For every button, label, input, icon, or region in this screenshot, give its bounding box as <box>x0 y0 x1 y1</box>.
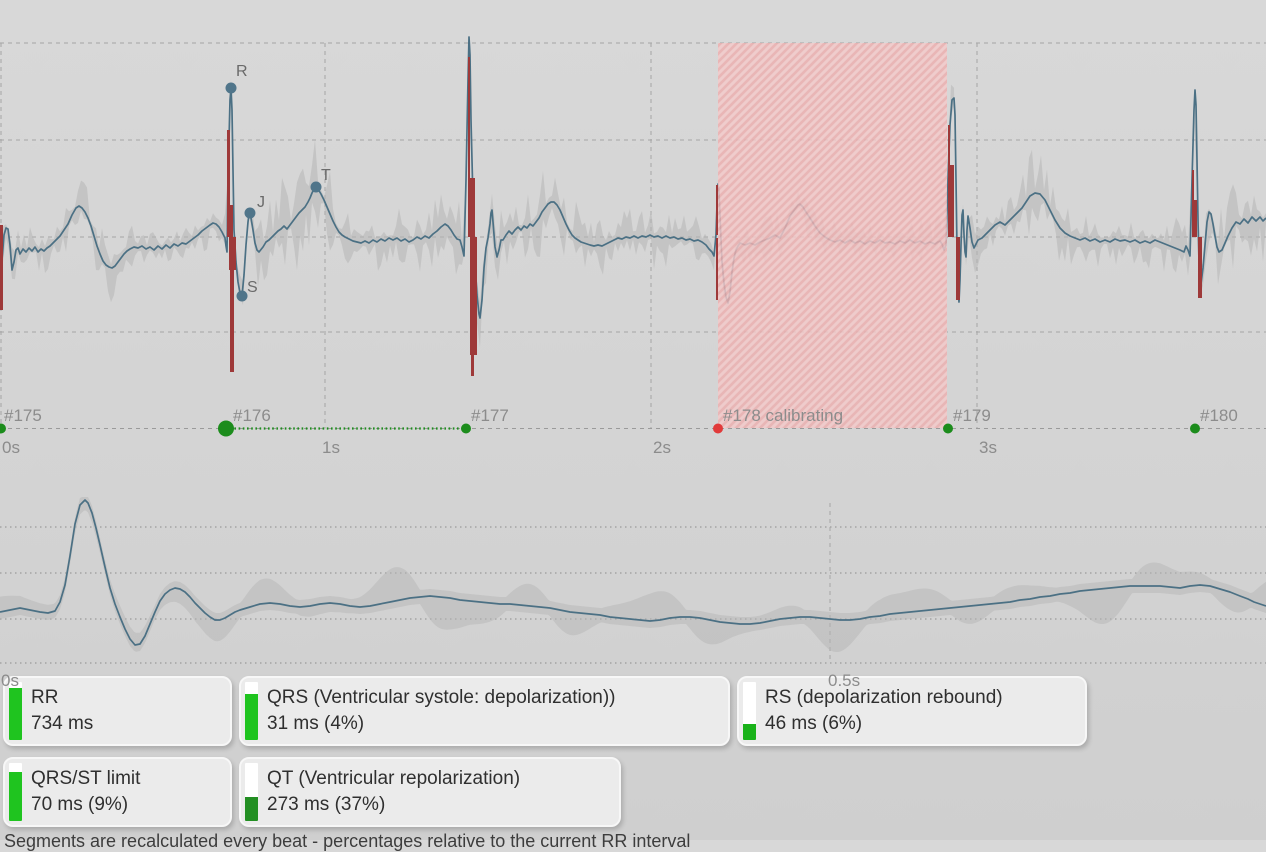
beat-label: #176 <box>233 406 271 425</box>
ecg-feature-point-r[interactable] <box>225 82 237 94</box>
qrs-energy-bar <box>716 185 718 235</box>
metric-card-qt[interactable]: QT (Ventricular repolarization) 273 ms (… <box>239 757 621 827</box>
beat-label: #180 <box>1200 406 1238 425</box>
qrs-st-label: QRS/ST limit <box>31 768 141 789</box>
beat-marker-dot[interactable] <box>461 423 471 434</box>
rr-label: RR <box>31 687 59 708</box>
rs-value: 46 ms (6%) <box>765 713 863 734</box>
trend-waveform <box>0 499 1266 646</box>
qrs-value: 31 ms (4%) <box>267 713 365 734</box>
ecg-feature-point-j[interactable] <box>244 207 256 219</box>
trend-envelope <box>0 497 1266 652</box>
ecg-feature-label: R <box>236 63 248 80</box>
beat-label: #178 calibrating <box>723 406 843 425</box>
beat-marker-dot[interactable] <box>218 420 234 437</box>
time-axis-label: 0s <box>2 438 20 457</box>
rs-label: RS (depolarization rebound) <box>765 687 1003 708</box>
qrs-energy-bar <box>956 237 960 300</box>
qrs-energy-bar <box>229 237 236 270</box>
qt-value: 273 ms (37%) <box>267 794 386 815</box>
ecg-waveform <box>0 36 1266 319</box>
beat-marker-dot[interactable] <box>1190 423 1200 434</box>
qt-label: QT (Ventricular repolarization) <box>267 768 521 789</box>
qrs-energy-bar <box>471 355 474 376</box>
beat-label: #177 <box>471 406 509 425</box>
ecg-feature-label: T <box>321 167 331 184</box>
metric-card-rs[interactable]: RS (depolarization rebound) 46 ms (6%) <box>737 676 1087 746</box>
qrs-energy-bar <box>230 268 234 372</box>
qrs-energy-bar <box>948 125 950 167</box>
qt-gauge-track <box>245 763 258 821</box>
rr-gauge-track <box>9 682 22 740</box>
qrs-energy-bar <box>227 130 230 207</box>
time-axis-label: 1s <box>322 438 340 457</box>
calibration-region <box>718 43 947 428</box>
qrs-energy-bar <box>468 178 475 237</box>
clipped-caption: Segments are recalculated every beat - p… <box>4 831 691 851</box>
ecg-feature-point-s[interactable] <box>236 290 248 302</box>
qrs-gauge-fill <box>245 693 258 740</box>
ecg-noise-envelope <box>0 71 1266 348</box>
ecg-feature-label: J <box>257 194 265 211</box>
beat-marker-dot[interactable] <box>713 423 723 434</box>
rr-gauge-fill <box>9 687 22 740</box>
metric-card-rr[interactable]: RR 734 ms <box>3 676 232 746</box>
qrs-label: QRS (Ventricular systole: depolarization… <box>267 687 616 708</box>
qrs-energy-bar <box>1192 200 1197 237</box>
beat-label: #179 <box>953 406 991 425</box>
beat-label: #175 <box>4 406 42 425</box>
qrs-energy-bar <box>227 205 233 237</box>
qrs-st-gauge-fill <box>9 772 22 821</box>
qrs-energy-bar <box>1192 170 1194 202</box>
qrs-st-value: 70 ms (9%) <box>31 794 129 815</box>
qrs-energy-bar <box>716 238 718 300</box>
time-axis-label: 3s <box>979 438 997 457</box>
beat-marker-dot[interactable] <box>0 423 6 434</box>
qrs-energy-bar <box>1198 237 1202 298</box>
metric-card-qrs[interactable]: QRS (Ventricular systole: depolarization… <box>239 676 730 746</box>
rs-gauge-track <box>743 682 756 740</box>
qrs-energy-bar <box>470 237 477 355</box>
qrs-energy-bar <box>468 57 470 178</box>
rs-gauge-fill <box>743 724 756 740</box>
qt-gauge-fill <box>245 796 258 821</box>
time-axis-label: 2s <box>653 438 671 457</box>
metric-card-qrs-st-limit[interactable]: QRS/ST limit 70 ms (9%) <box>3 757 232 827</box>
ecg-feature-label: S <box>247 279 258 296</box>
ecg-feature-point-t[interactable] <box>310 181 322 193</box>
qrs-st-gauge-track <box>9 763 22 821</box>
beat-marker-dot[interactable] <box>943 423 953 434</box>
rr-value: 734 ms <box>31 713 94 734</box>
qrs-energy-bar <box>0 225 3 310</box>
qrs-energy-bar <box>948 165 954 237</box>
qrs-gauge-track <box>245 682 258 740</box>
